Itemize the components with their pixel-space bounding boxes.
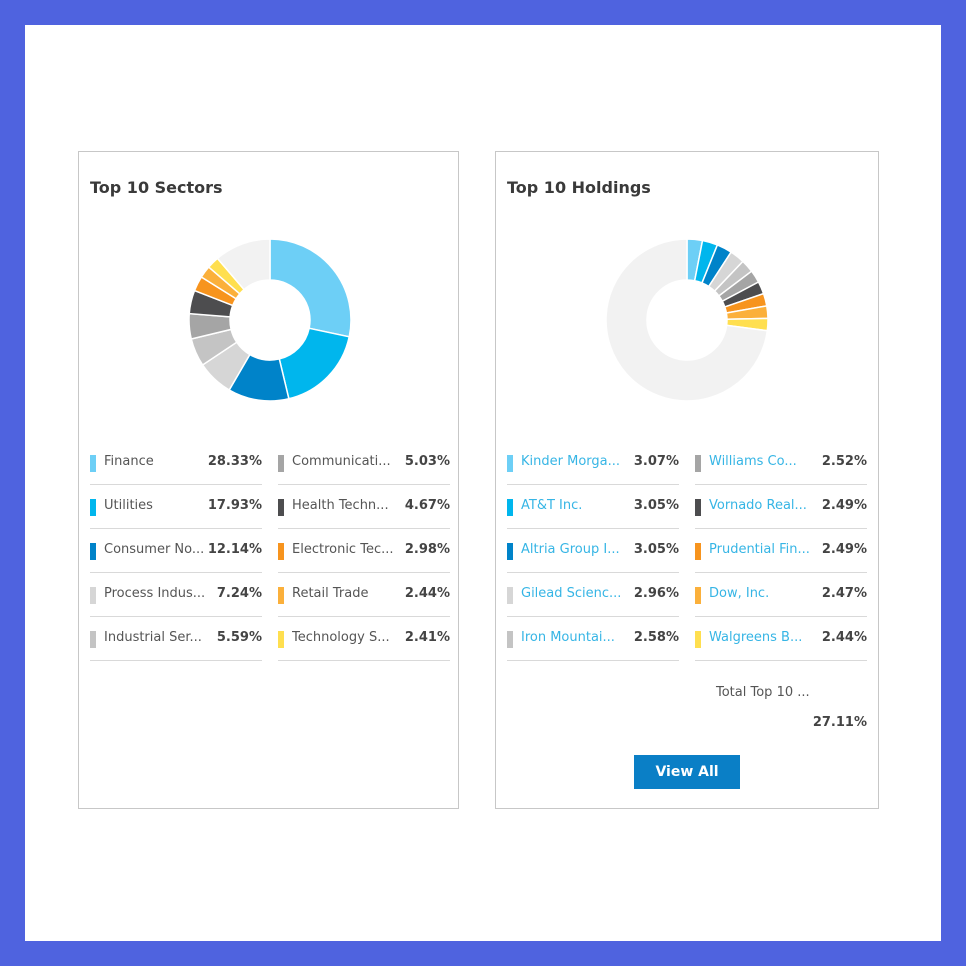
holdings-legend-item[interactable]: Prudential Fin... 2.49%	[695, 529, 867, 573]
holdings-legend-swatch	[695, 455, 701, 472]
sectors-legend-value: 2.98%	[404, 542, 450, 557]
holdings-legend-value: 3.05%	[633, 498, 679, 513]
holdings-legend-value: 2.58%	[633, 630, 679, 645]
sectors-legend-label: Process Indus...	[104, 586, 206, 601]
sectors-legend-label: Technology S...	[292, 630, 390, 645]
sectors-legend-item: Process Indus... 7.24%	[90, 573, 262, 617]
sectors-legend-value: 2.41%	[404, 630, 450, 645]
holdings-legend-swatch	[507, 631, 513, 648]
sectors-legend-swatch	[278, 455, 284, 472]
sectors-legend-label: Utilities	[104, 498, 153, 513]
sectors-legend-item: Technology S... 2.41%	[278, 617, 450, 661]
sectors-slice-1	[269, 238, 352, 338]
page-frame: Top 10 Sectors Finance 28.33% Utilities 17.…	[25, 25, 941, 941]
holdings-legend-label[interactable]: Altria Group I...	[521, 542, 620, 557]
sectors-slice-2	[278, 327, 351, 400]
sectors-legend-value: 4.67%	[404, 498, 450, 513]
holdings-legend-item[interactable]: Gilead Scienc... 2.96%	[507, 573, 679, 617]
holdings-legend-swatch	[507, 543, 513, 560]
sectors-legend-label: Health Techn...	[292, 498, 389, 513]
sectors-legend-label: Electronic Tec...	[292, 542, 394, 557]
sectors-legend-swatch	[90, 631, 96, 648]
sectors-legend-value: 17.93%	[207, 498, 262, 513]
holdings-legend-label[interactable]: AT&T Inc.	[521, 498, 583, 513]
sectors-donut-chart	[188, 238, 352, 402]
sectors-legend-item: Consumer No... 12.14%	[90, 529, 262, 573]
holdings-legend-swatch	[695, 499, 701, 516]
holdings-legend-value: 2.49%	[821, 498, 867, 513]
sectors-legend-label: Retail Trade	[292, 586, 369, 601]
sectors-legend-swatch	[90, 455, 96, 472]
holdings-legend-item[interactable]: AT&T Inc. 3.05%	[507, 485, 679, 529]
holdings-legend-value: 3.05%	[633, 542, 679, 557]
holdings-legend-swatch	[695, 587, 701, 604]
holdings-slice-other	[605, 238, 769, 402]
sectors-legend-label: Industrial Ser...	[104, 630, 202, 645]
holdings-legend-swatch	[695, 543, 701, 560]
holdings-donut-chart	[605, 238, 769, 402]
sectors-legend-swatch	[278, 499, 284, 516]
holdings-legend-value: 2.96%	[633, 586, 679, 601]
holdings-legend-item[interactable]: Iron Mountai... 2.58%	[507, 617, 679, 661]
sectors-legend-item: Electronic Tec... 2.98%	[278, 529, 450, 573]
holdings-legend-swatch	[507, 499, 513, 516]
holdings-legend-swatch	[695, 631, 701, 648]
holdings-legend-label[interactable]: Prudential Fin...	[709, 542, 810, 557]
holdings-title: Top 10 Holdings	[507, 178, 651, 197]
sectors-legend-value: 28.33%	[207, 454, 262, 469]
holdings-legend-item[interactable]: Altria Group I... 3.05%	[507, 529, 679, 573]
top-sectors-card: Top 10 Sectors Finance 28.33% Utilities 17.…	[78, 151, 459, 809]
view-all-button[interactable]: View All	[634, 755, 740, 789]
sectors-slice-other	[216, 238, 271, 291]
sectors-legend-swatch	[278, 543, 284, 560]
sectors-legend-value: 5.59%	[216, 630, 262, 645]
holdings-legend-item[interactable]: Kinder Morga... 3.07%	[507, 441, 679, 485]
holdings-legend-swatch	[507, 455, 513, 472]
sectors-legend-value: 7.24%	[216, 586, 262, 601]
holdings-legend-item[interactable]: Williams Co... 2.52%	[695, 441, 867, 485]
sectors-legend-item: Finance 28.33%	[90, 441, 262, 485]
holdings-legend-label[interactable]: Gilead Scienc...	[521, 586, 622, 601]
sectors-legend-item: Utilities 17.93%	[90, 485, 262, 529]
holdings-legend-value: 3.07%	[633, 454, 679, 469]
holdings-legend-swatch	[507, 587, 513, 604]
sectors-legend-label: Finance	[104, 454, 154, 469]
sectors-legend-label: Consumer No...	[104, 542, 205, 557]
sectors-legend-swatch	[278, 631, 284, 648]
top-holdings-card: Top 10 Holdings Kinder Morga... 3.07% AT&T…	[495, 151, 879, 809]
holdings-legend-value: 2.49%	[821, 542, 867, 557]
sectors-legend-swatch	[278, 587, 284, 604]
sectors-legend-item: Communicati... 5.03%	[278, 441, 450, 485]
sectors-legend-label: Communicati...	[292, 454, 391, 469]
holdings-legend-item[interactable]: Dow, Inc. 2.47%	[695, 573, 867, 617]
sectors-legend-value: 12.14%	[207, 542, 262, 557]
holdings-legend-value: 2.47%	[821, 586, 867, 601]
total-top10-value: 27.11%	[812, 715, 867, 730]
sectors-legend-swatch	[90, 543, 96, 560]
sectors-legend-item: Health Techn... 4.67%	[278, 485, 450, 529]
sectors-legend-swatch	[90, 499, 96, 516]
holdings-legend-label[interactable]: Kinder Morga...	[521, 454, 621, 469]
holdings-legend-item[interactable]: Walgreens B... 2.44%	[695, 617, 867, 661]
holdings-legend-label[interactable]: Walgreens B...	[709, 630, 803, 645]
sectors-legend-swatch	[90, 587, 96, 604]
holdings-legend-value: 2.44%	[821, 630, 867, 645]
holdings-legend-label[interactable]: Vornado Real...	[709, 498, 807, 513]
sectors-title: Top 10 Sectors	[90, 178, 223, 197]
holdings-legend-item[interactable]: Vornado Real... 2.49%	[695, 485, 867, 529]
sectors-legend-value: 5.03%	[404, 454, 450, 469]
sectors-legend-item: Retail Trade 2.44%	[278, 573, 450, 617]
sectors-legend-item: Industrial Ser... 5.59%	[90, 617, 262, 661]
holdings-legend-label[interactable]: Dow, Inc.	[709, 586, 770, 601]
sectors-legend-value: 2.44%	[404, 586, 450, 601]
holdings-legend-value: 2.52%	[821, 454, 867, 469]
holdings-legend-label[interactable]: Williams Co...	[709, 454, 797, 469]
total-top10-label: Total Top 10 ...	[716, 685, 810, 700]
holdings-legend-label[interactable]: Iron Mountai...	[521, 630, 615, 645]
